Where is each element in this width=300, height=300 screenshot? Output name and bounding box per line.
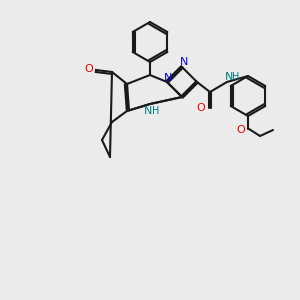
Text: O: O bbox=[85, 64, 93, 74]
Text: O: O bbox=[237, 125, 245, 135]
Text: H: H bbox=[232, 72, 240, 82]
Text: N: N bbox=[144, 106, 152, 116]
Text: N: N bbox=[180, 57, 188, 67]
Text: O: O bbox=[196, 103, 206, 113]
Text: N: N bbox=[225, 72, 233, 82]
Text: N: N bbox=[164, 73, 172, 83]
Text: H: H bbox=[152, 106, 160, 116]
